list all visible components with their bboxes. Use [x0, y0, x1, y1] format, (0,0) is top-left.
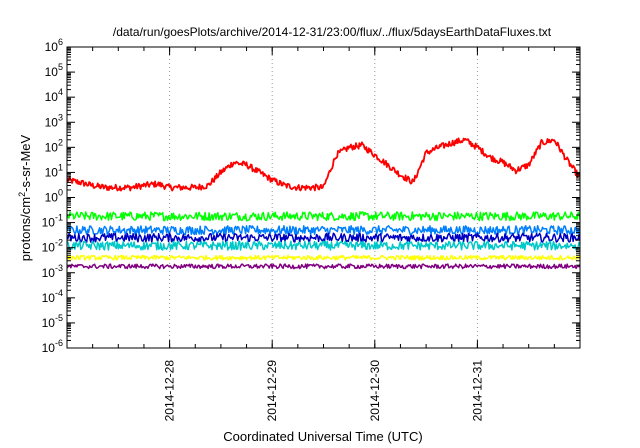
y-tick-label: 10-2 — [42, 238, 63, 255]
y-tick-label: 105 — [45, 62, 63, 79]
series-line-1 — [67, 211, 580, 222]
series-line-6 — [67, 263, 580, 270]
series-line-0 — [67, 137, 580, 192]
grid — [169, 47, 478, 348]
plot-frame — [66, 46, 581, 349]
y-axis-label-rest: -s-sr-MeV — [18, 134, 33, 191]
y-tick-base: 10 — [45, 165, 59, 179]
y-tick-exponent: -4 — [55, 288, 63, 298]
y-tick-exponent: -3 — [55, 263, 63, 273]
y-tick-label: 104 — [45, 87, 63, 104]
series-line-4 — [67, 240, 580, 251]
y-tick-base: 10 — [42, 316, 56, 330]
chart-title: /data/run/goesPlots/archive/2014-12-31/2… — [113, 25, 552, 39]
x-tick-labels: 2014-12-28 2014-12-29 2014-12-30 2014-12-31 — [163, 360, 485, 422]
y-tick-exponent: 1 — [58, 162, 63, 172]
x-axis-label: Coordinated Universal Time (UTC) — [223, 429, 422, 444]
series-line-3 — [67, 232, 580, 243]
y-tick-label: 106 — [45, 37, 63, 54]
y-tick-exponent: 0 — [58, 188, 63, 198]
y-tick-label: 103 — [45, 112, 63, 129]
y-tick-base: 10 — [45, 115, 59, 129]
y-axis-label-sup: 2 — [17, 192, 27, 197]
axis-ticks — [66, 46, 581, 349]
y-tick-label: 10-5 — [42, 313, 63, 330]
y-tick-exponent: -1 — [55, 213, 63, 223]
y-tick-base: 10 — [42, 241, 56, 255]
y-tick-label: 10-3 — [42, 263, 63, 280]
series-line-2 — [67, 225, 580, 236]
y-tick-label: 100 — [45, 188, 63, 205]
y-tick-exponent: -2 — [55, 238, 63, 248]
y-tick-exponent: 3 — [58, 112, 63, 122]
y-tick-base: 10 — [45, 65, 59, 79]
y-tick-exponent: 6 — [58, 37, 63, 47]
x-tick-label: 2014-12-31 — [470, 360, 484, 422]
series-layer — [67, 137, 580, 270]
y-axis-label-base: protons/cm — [18, 197, 33, 261]
y-axis-label: protons/cm2-s-sr-MeV — [17, 134, 33, 261]
y-tick-base: 10 — [42, 266, 56, 280]
y-tick-exponent: 2 — [58, 137, 63, 147]
x-tick-label: 2014-12-30 — [368, 360, 382, 422]
y-tick-exponent: -6 — [55, 338, 63, 348]
x-tick-label: 2014-12-28 — [163, 360, 177, 422]
y-tick-label: 10-1 — [42, 213, 63, 230]
series-line-5 — [67, 254, 580, 261]
y-tick-base: 10 — [45, 191, 59, 205]
y-tick-base: 10 — [45, 140, 59, 154]
y-tick-exponent: 4 — [58, 87, 63, 97]
y-tick-labels: 10-610-510-410-310-210-11001011021031041… — [42, 37, 63, 355]
y-tick-base: 10 — [42, 291, 56, 305]
y-tick-label: 10-4 — [42, 288, 63, 305]
y-tick-label: 101 — [45, 162, 63, 179]
y-tick-base: 10 — [45, 90, 59, 104]
y-tick-exponent: -5 — [55, 313, 63, 323]
y-tick-label: 102 — [45, 137, 63, 154]
y-tick-exponent: 5 — [58, 62, 63, 72]
x-tick-label: 2014-12-29 — [265, 360, 279, 422]
y-tick-base: 10 — [42, 216, 56, 230]
y-tick-base: 10 — [42, 341, 56, 355]
y-tick-label: 10-6 — [42, 338, 63, 355]
y-tick-base: 10 — [45, 40, 59, 54]
